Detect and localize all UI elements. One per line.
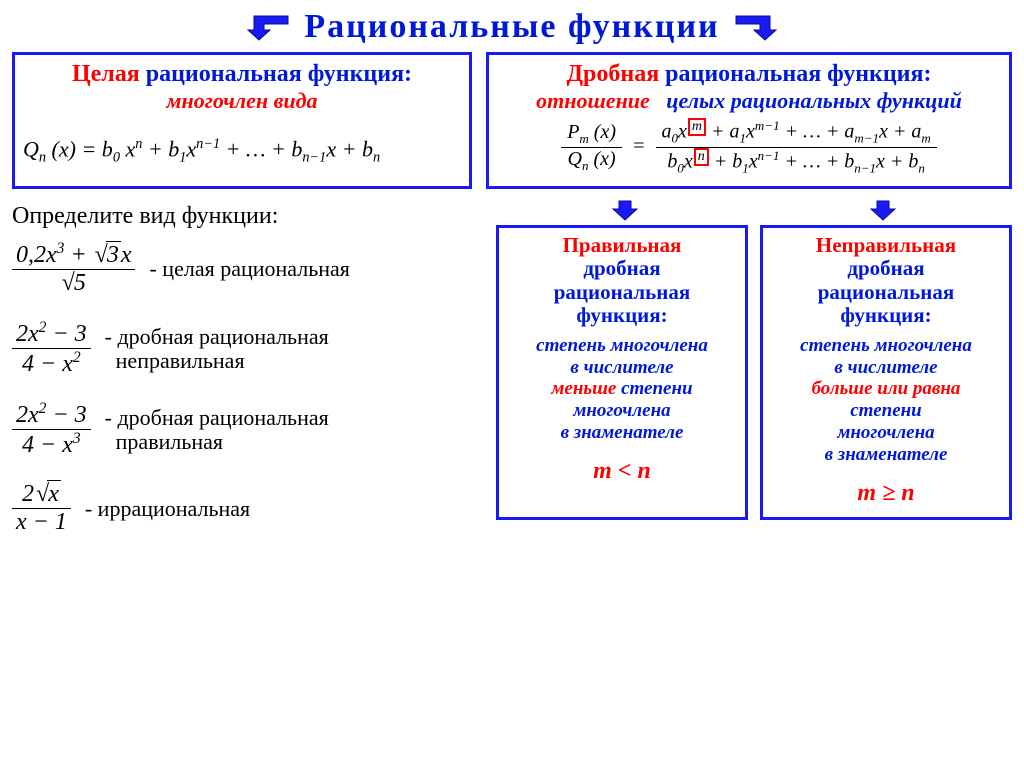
improper-d5: многочлена [837, 422, 934, 443]
example-3-label-b: правильная [116, 429, 223, 454]
proper-d5: в знаменателе [561, 422, 684, 443]
improper-h3: функция: [840, 303, 931, 327]
example-2-label-a: - дробная рациональная [105, 324, 329, 349]
example-4: 2x x − 1 - иррациональная [12, 481, 482, 536]
example-3-label: - дробная рациональная правильная [105, 406, 329, 454]
arrow-right-icon [732, 12, 778, 42]
proper-d1: степень многочлена [536, 335, 708, 356]
improper-d4: степени [850, 400, 922, 421]
improper-d2: в числителе [834, 357, 937, 378]
frac-formula: Pm (x) Qn (x) = a0xm + a1xm−1 + … + am−1… [497, 118, 1001, 176]
sub-boxes-column: Правильная дробная рациональная функция:… [496, 199, 1012, 536]
page-title: Рациональные функции [304, 8, 719, 46]
proper-d2: в числителе [570, 357, 673, 378]
arrow-left-icon [246, 12, 292, 42]
improper-d3r: больше или равна [812, 378, 961, 399]
example-4-label: - иррациональная [85, 497, 250, 521]
proper-d4: многочлена [573, 400, 670, 421]
page-title-row: Рациональные функции [12, 8, 1012, 46]
proper-desc: степень многочлена в числителе меньше ст… [505, 335, 739, 444]
proper-h-red: Правильная [563, 233, 682, 257]
improper-box: Неправильная дробная рациональная функци… [760, 225, 1012, 519]
improper-h-red: Неправильная [816, 233, 956, 257]
top-boxes: Целая рациональная функция: многочлен ви… [12, 52, 1012, 189]
sub-boxes: Правильная дробная рациональная функция:… [496, 225, 1012, 519]
example-2-label-b: неправильная [116, 348, 245, 373]
frac-box-title: Дробная рациональная функция: [497, 61, 1001, 88]
frac-sub-red: отношение [536, 88, 650, 113]
proper-h3: функция: [576, 303, 667, 327]
improper-heading: Неправильная дробная рациональная функци… [769, 234, 1003, 326]
frac-sub-blue: целых рациональных функций [666, 88, 962, 113]
frac-title-blue: рациональная функция: [665, 61, 931, 87]
arrow-row [496, 199, 1012, 221]
example-1: 0,2x3 + 3x 5 - целая рациональная [12, 240, 482, 297]
proper-d3r: меньше [551, 378, 616, 399]
whole-formula: Qn (x) = b0 xn + b1xn−1 + … + bn−1x + bn [23, 136, 461, 167]
frac-subtitle: отношение целых рациональных функций [497, 88, 1001, 114]
down-arrow-icon [870, 199, 896, 221]
proper-h1: дробная [583, 256, 660, 280]
task-column: Определите вид функции: 0,2x3 + 3x 5 - ц… [12, 199, 482, 536]
whole-title-red: Целая [72, 61, 140, 87]
proper-heading: Правильная дробная рациональная функция: [505, 234, 739, 326]
improper-cond: m ≥ n [769, 480, 1003, 507]
task-heading: Определите вид функции: [12, 203, 482, 230]
improper-h1: дробная [847, 256, 924, 280]
improper-h2: рациональная [818, 280, 955, 304]
lower-area: Определите вид функции: 0,2x3 + 3x 5 - ц… [12, 199, 1012, 536]
improper-desc: степень многочлена в числителе больше ил… [769, 335, 1003, 466]
whole-box-title: Целая рациональная функция: [23, 61, 461, 88]
example-1-label: - целая рациональная [149, 257, 349, 281]
proper-box: Правильная дробная рациональная функция:… [496, 225, 748, 519]
example-2: 2x2 − 3 4 − x2 - дробная рациональная не… [12, 319, 482, 378]
proper-d3b: степени [621, 378, 693, 399]
frac-title-red: Дробная [567, 61, 660, 87]
example-2-label: - дробная рациональная неправильная [105, 325, 329, 373]
improper-d1: степень многочлена [800, 335, 972, 356]
fractional-rational-box: Дробная рациональная функция: отношение … [486, 52, 1012, 189]
down-arrow-icon [612, 199, 638, 221]
example-3: 2x2 − 3 4 − x3 - дробная рациональная пр… [12, 400, 482, 459]
proper-cond: m < n [505, 458, 739, 485]
whole-title-blue: рациональная функция: [146, 61, 412, 87]
whole-subtitle: многочлен вида [23, 88, 461, 114]
example-3-label-a: - дробная рациональная [105, 405, 329, 430]
improper-d6: в знаменателе [825, 444, 948, 465]
proper-h2: рациональная [554, 280, 691, 304]
whole-rational-box: Целая рациональная функция: многочлен ви… [12, 52, 472, 189]
